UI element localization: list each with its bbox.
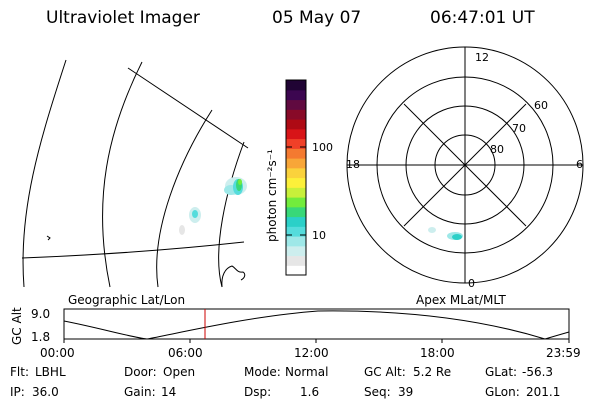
- colorbar-band: [286, 167, 306, 179]
- colorbar-band: [286, 206, 306, 218]
- glat-label: GLat:: [485, 365, 517, 379]
- altitude-ylabel: GC Alt: [10, 307, 24, 345]
- colorbar-band: [286, 80, 306, 91]
- instrument-title: Ultraviolet Imager: [46, 8, 200, 28]
- colorbar-unit-label: photon cm⁻²s⁻¹: [265, 149, 279, 242]
- colorbar-band: [286, 99, 306, 110]
- polar-diagonal-2: [403, 103, 527, 227]
- glon-label: GLon:: [485, 385, 520, 399]
- altitude-xtick-1200: 12:00: [294, 346, 329, 360]
- mode-value: Normal: [285, 365, 328, 379]
- colorbar-tick-100: 100: [312, 141, 333, 154]
- colorbar-band: [286, 245, 306, 257]
- altitude-xtick-0600: 06:00: [168, 346, 203, 360]
- colorbar-band: [286, 226, 306, 237]
- dsp-value: 1.6: [300, 385, 319, 399]
- lat-label-80: 80: [490, 143, 504, 156]
- aurora-emission-geo: [179, 177, 247, 235]
- mlt-label-12: 12: [475, 51, 489, 64]
- mlt-label-0: 0: [468, 277, 475, 290]
- colorbar-band: [286, 119, 306, 130]
- filter-value: LBHL: [35, 365, 66, 379]
- colorbar-band: [286, 236, 306, 247]
- colorbar-band: [286, 138, 306, 149]
- gcalt-label: GC Alt:: [364, 365, 406, 379]
- colorbar-band: [286, 158, 306, 169]
- altitude-xtick-2359: 23:59: [546, 346, 581, 360]
- dsp-label: Dsp:: [244, 385, 271, 399]
- colorbar-band: [286, 128, 306, 140]
- seq-value: 39: [398, 385, 413, 399]
- altitude-plot-frame: [63, 308, 570, 340]
- aurora-emission-polar: [428, 227, 463, 240]
- lat-label-70: 70: [512, 122, 526, 135]
- altitude-curve: [63, 310, 570, 340]
- geo-map-label: Geographic Lat/Lon: [68, 293, 185, 307]
- altitude-xtick-1800: 18:00: [420, 346, 455, 360]
- colorbar: [286, 80, 306, 276]
- colorbar-band: [286, 265, 306, 276]
- altitude-xtick-0000: 00:00: [40, 346, 75, 360]
- gain-value: 14: [161, 385, 176, 399]
- colorbar-band: [286, 197, 306, 208]
- date-text: 05 May 07: [272, 8, 361, 28]
- status-panel: Flt: LBHL Door: Open Mode: Normal GC Alt…: [10, 365, 560, 399]
- colorbar-band: [286, 89, 306, 101]
- filter-label: Flt:: [10, 365, 29, 379]
- gcalt-value: 5.2 Re: [413, 365, 451, 379]
- colorbar-band: [286, 177, 306, 188]
- colorbar-band: [286, 148, 306, 159]
- time-text: 06:47:01 UT: [430, 8, 535, 28]
- colorbar-ticks: [286, 146, 306, 236]
- colorbar-band: [286, 255, 306, 266]
- mlt-label-6: 6: [576, 158, 583, 171]
- polar-map: [346, 46, 584, 284]
- seq-label: Seq:: [364, 385, 391, 399]
- gain-label: Gain:: [124, 385, 156, 399]
- colorbar-tick-10: 10: [312, 229, 326, 242]
- coastlines: [46, 235, 246, 288]
- lat-label-60: 60: [534, 99, 548, 112]
- geographic-map: [21, 59, 249, 288]
- ip-value: 36.0: [32, 385, 59, 399]
- colorbar-frame: [285, 79, 307, 276]
- colorbar-band: [286, 109, 306, 120]
- glat-value: -56.3: [522, 365, 553, 379]
- polar-map-label: Apex MLat/MLT: [416, 293, 506, 307]
- ip-label: IP:: [10, 385, 25, 399]
- mode-label: Mode:: [244, 365, 281, 379]
- meridian-lines: [22, 59, 245, 288]
- altitude-xticks: [63, 339, 570, 343]
- altitude-ytick-min: 1.8: [31, 330, 50, 344]
- mlt-label-18: 18: [346, 158, 360, 171]
- door-value: Open: [163, 365, 195, 379]
- parallel-lines: [21, 67, 249, 259]
- altitude-ytick-max: 9.0: [31, 307, 50, 321]
- colorbar-band: [286, 216, 306, 227]
- door-label: Door:: [124, 365, 157, 379]
- glon-value: 201.1: [526, 385, 560, 399]
- colorbar-band: [286, 187, 306, 198]
